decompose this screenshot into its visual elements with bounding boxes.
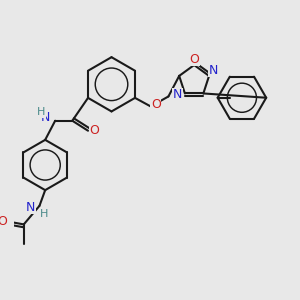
Text: O: O xyxy=(189,53,199,66)
Text: O: O xyxy=(0,215,7,228)
Text: H: H xyxy=(40,209,48,219)
Text: O: O xyxy=(89,124,99,137)
Text: O: O xyxy=(151,98,161,111)
Text: N: N xyxy=(26,201,35,214)
Text: N: N xyxy=(41,111,50,124)
Text: N: N xyxy=(173,88,182,101)
Text: N: N xyxy=(209,64,218,77)
Text: H: H xyxy=(37,107,45,117)
